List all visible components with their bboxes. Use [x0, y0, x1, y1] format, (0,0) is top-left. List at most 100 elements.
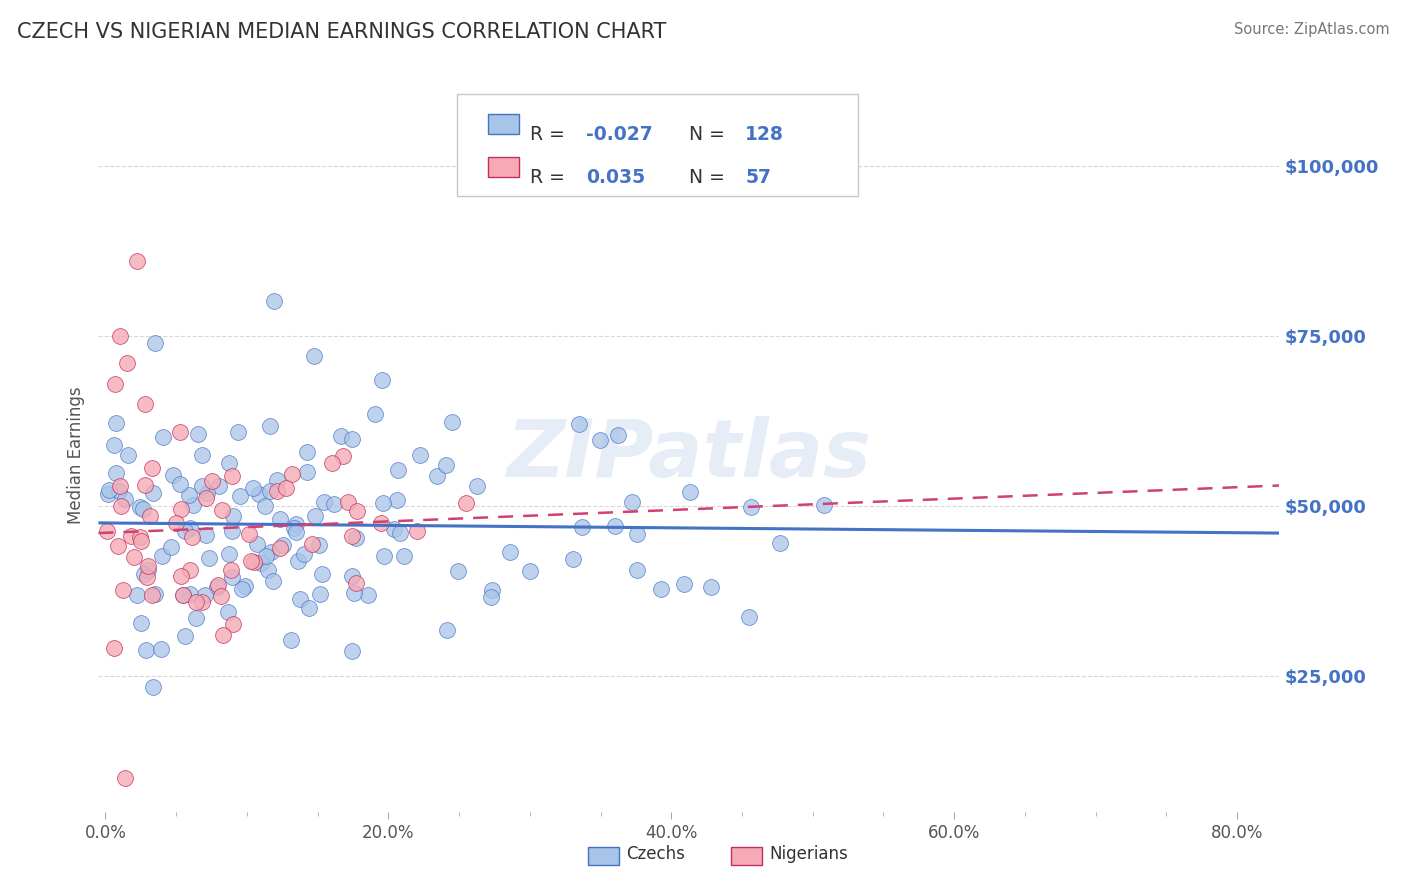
Point — [97, 483, 120, 498]
Point — [122, 550, 145, 565]
Text: R =: R = — [530, 168, 565, 186]
Point — [143, 335, 166, 350]
Point — [209, 589, 232, 603]
Point — [309, 586, 332, 600]
Point — [626, 527, 648, 541]
Point — [97, 487, 120, 501]
Point — [141, 588, 163, 602]
Point — [287, 554, 309, 568]
Point — [304, 509, 326, 524]
Point — [169, 501, 191, 516]
Point — [125, 588, 148, 602]
Point — [344, 576, 367, 591]
Point — [342, 433, 364, 447]
Point — [179, 587, 201, 601]
Point — [650, 582, 672, 596]
Point — [194, 589, 217, 603]
Point — [134, 478, 156, 492]
Point — [321, 456, 343, 470]
Point — [269, 512, 291, 526]
Point — [149, 641, 172, 656]
Point — [373, 549, 395, 564]
Point — [589, 433, 612, 447]
Point — [312, 495, 335, 509]
Point — [233, 579, 256, 593]
Point — [385, 492, 408, 507]
Point — [117, 448, 139, 462]
Point — [219, 563, 242, 577]
Point — [371, 373, 394, 387]
Point — [125, 254, 148, 268]
Point — [132, 566, 155, 581]
Point — [284, 517, 307, 532]
Point — [142, 680, 165, 694]
Point — [150, 549, 173, 564]
Point — [138, 559, 160, 574]
Point — [129, 530, 152, 544]
Point — [456, 496, 478, 510]
Point — [253, 500, 276, 514]
Text: Nigerians: Nigerians — [769, 845, 848, 863]
Point — [129, 533, 152, 548]
Point — [263, 294, 285, 309]
Point — [221, 468, 243, 483]
Text: -0.027: -0.027 — [586, 125, 652, 144]
Point — [605, 519, 627, 533]
Point — [260, 545, 283, 559]
Point — [231, 582, 253, 597]
Point — [254, 549, 277, 563]
Point — [184, 611, 207, 625]
Text: R =: R = — [530, 125, 565, 144]
Text: CZECH VS NIGERIAN MEDIAN EARNINGS CORRELATION CHART: CZECH VS NIGERIAN MEDIAN EARNINGS CORREL… — [17, 22, 666, 42]
Point — [110, 500, 132, 514]
Point — [129, 615, 152, 630]
Point — [297, 465, 319, 479]
Point — [813, 498, 835, 512]
Point — [308, 538, 330, 552]
Text: N =: N = — [689, 125, 725, 144]
Point — [323, 497, 346, 511]
Point — [191, 479, 214, 493]
Point — [170, 569, 193, 583]
Point — [165, 516, 187, 531]
Text: 0.035: 0.035 — [586, 168, 645, 186]
Point — [180, 530, 202, 544]
Point — [136, 570, 159, 584]
Text: 57: 57 — [745, 168, 770, 186]
Point — [184, 595, 207, 609]
Point — [103, 438, 125, 452]
Point — [406, 524, 429, 539]
Point — [342, 529, 364, 543]
Point — [290, 591, 312, 606]
Point — [337, 495, 360, 509]
Text: ZIPatlas: ZIPatlas — [506, 416, 872, 494]
Point — [104, 416, 127, 430]
Point — [229, 489, 252, 503]
Point — [621, 495, 644, 509]
Point — [340, 569, 363, 583]
Point — [143, 587, 166, 601]
Point — [138, 508, 160, 523]
Point — [262, 574, 284, 588]
Point — [187, 426, 209, 441]
Point — [259, 484, 281, 499]
Point — [179, 488, 201, 502]
Point — [173, 629, 195, 643]
Point — [222, 508, 245, 523]
Point — [298, 601, 321, 615]
Point — [218, 547, 240, 561]
Point — [679, 484, 702, 499]
Point — [568, 417, 591, 431]
Point — [250, 557, 273, 571]
Point — [108, 479, 131, 493]
Point — [179, 563, 201, 577]
Point — [387, 463, 409, 477]
Point — [281, 467, 304, 482]
Point — [343, 586, 366, 600]
Point — [194, 491, 217, 505]
Point — [108, 483, 131, 498]
Point — [285, 524, 308, 539]
Point — [371, 495, 394, 509]
Text: Czechs: Czechs — [626, 845, 685, 863]
Point — [370, 516, 392, 531]
